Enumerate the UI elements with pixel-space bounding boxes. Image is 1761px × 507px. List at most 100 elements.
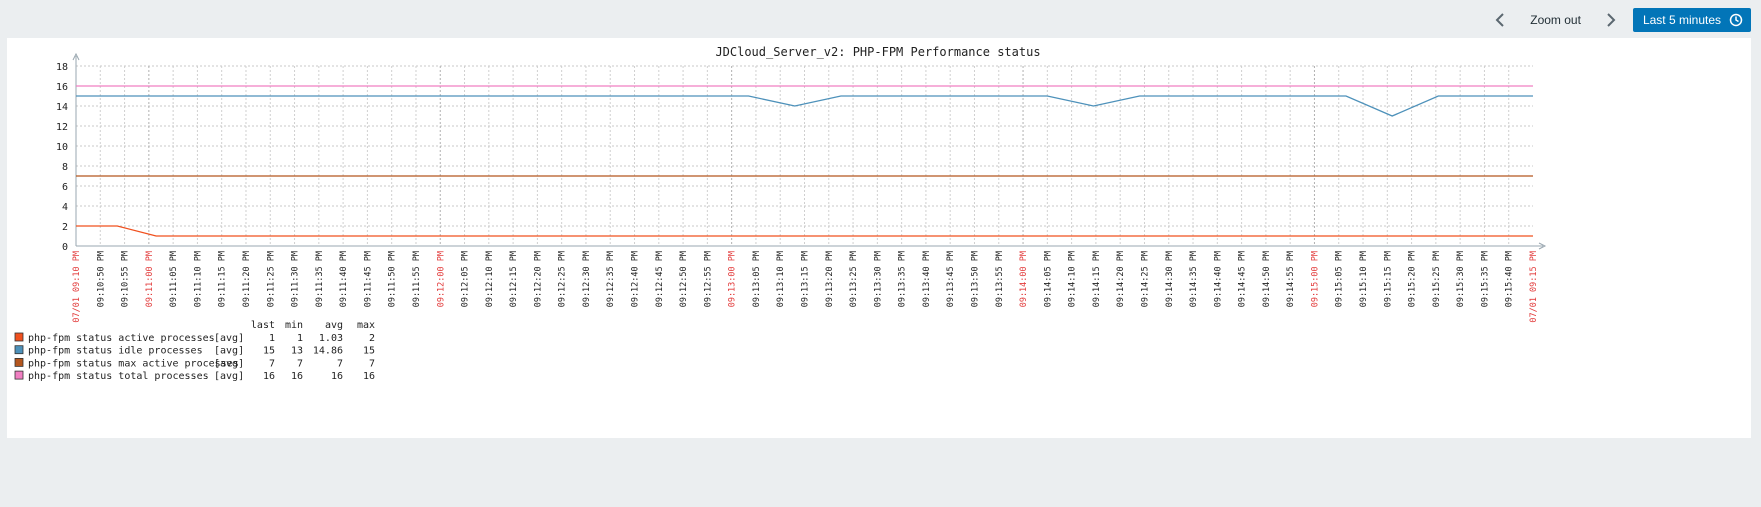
legend-value-last: 7	[269, 358, 275, 369]
zoom-out-button[interactable]: Zoom out	[1530, 13, 1581, 27]
x-tick-label: 09:11:00 PM	[145, 251, 155, 307]
x-tick-label: 09:15:25 PM	[1432, 251, 1442, 307]
y-tick-label: 4	[62, 202, 68, 213]
previous-period-button[interactable]	[1486, 8, 1514, 32]
x-tick-label: 09:11:25 PM	[266, 251, 276, 307]
x-tick-label: 09:11:10 PM	[193, 251, 203, 307]
x-tick-label: 09:13:25 PM	[849, 251, 859, 307]
clock-icon	[1729, 13, 1743, 27]
series-line	[76, 95, 1533, 117]
legend-column-header: last	[251, 320, 275, 331]
legend-series-func: [avg]	[214, 371, 244, 382]
legend-value-min: 16	[291, 371, 303, 382]
y-tick-label: 2	[62, 222, 68, 233]
next-period-button[interactable]	[1597, 8, 1625, 32]
y-tick-label: 8	[62, 162, 68, 173]
x-axis-arrow	[1538, 242, 1547, 250]
x-tick-label: 09:11:15 PM	[218, 251, 228, 307]
x-tick-label: 09:14:05 PM	[1043, 251, 1053, 307]
legend-value-avg: 1.03	[319, 333, 343, 344]
x-tick-label: 09:15:30 PM	[1456, 251, 1466, 307]
x-tick-label: 09:12:25 PM	[558, 251, 568, 307]
chevron-right-icon	[1607, 13, 1616, 27]
legend-swatch	[14, 332, 24, 342]
legend-series-name: php-fpm status active processes	[28, 333, 215, 344]
legend-column-header: max	[357, 320, 375, 331]
x-tick-label: 09:13:30 PM	[873, 251, 883, 307]
y-tick-label: 14	[56, 102, 68, 113]
x-tick-label: 09:12:15 PM	[509, 251, 519, 307]
chevron-left-icon	[1495, 13, 1504, 27]
x-tick-label: 09:13:05 PM	[752, 251, 762, 307]
x-tick-label: 09:13:55 PM	[995, 251, 1005, 307]
x-tick-label: 09:11:55 PM	[412, 251, 422, 307]
legend-value-min: 7	[297, 358, 303, 369]
x-tick-label: 07/01 09:10 PM	[72, 251, 82, 323]
legend-column-header: min	[285, 320, 303, 331]
x-tick-label: 09:14:30 PM	[1165, 251, 1175, 307]
x-tick-label: 09:12:45 PM	[655, 251, 665, 307]
x-tick-label: 09:13:20 PM	[825, 251, 835, 307]
x-tick-label: 09:11:20 PM	[242, 251, 252, 307]
x-tick-label: 09:14:20 PM	[1116, 251, 1126, 307]
y-tick-label: 16	[56, 82, 68, 93]
y-tick-label: 10	[56, 142, 68, 153]
legend-value-max: 16	[363, 371, 375, 382]
x-tick-label: 09:14:00 PM	[1019, 251, 1029, 307]
x-tick-label: 09:13:00 PM	[728, 251, 738, 307]
legend-value-max: 2	[369, 333, 375, 344]
x-tick-label: 09:14:25 PM	[1140, 251, 1150, 307]
legend-value-last: 1	[269, 333, 275, 344]
x-tick-label: 09:13:45 PM	[946, 251, 956, 307]
x-tick-label: 09:15:35 PM	[1480, 251, 1490, 307]
x-tick-label: 09:14:50 PM	[1262, 251, 1272, 307]
graph-panel: JDCloud_Server_v2: PHP-FPM Performance s…	[7, 38, 1751, 438]
y-tick-label: 6	[62, 182, 68, 193]
legend-swatch	[14, 357, 24, 367]
x-tick-label: 09:15:40 PM	[1505, 251, 1515, 307]
x-tick-label: 09:13:50 PM	[970, 251, 980, 307]
x-tick-label: 09:14:40 PM	[1213, 251, 1223, 307]
x-tick-label: 09:12:05 PM	[461, 251, 471, 307]
x-tick-label: 09:13:15 PM	[801, 251, 811, 307]
x-tick-label: 09:11:05 PM	[169, 251, 179, 307]
x-tick-label: 09:15:10 PM	[1359, 251, 1369, 307]
x-tick-label: 09:11:45 PM	[363, 251, 373, 307]
x-tick-label: 09:11:50 PM	[388, 251, 398, 307]
x-tick-label: 09:15:20 PM	[1408, 251, 1418, 307]
x-tick-label: 09:12:30 PM	[582, 251, 592, 307]
x-tick-label: 09:12:00 PM	[436, 251, 446, 307]
graph-toolbar: Zoom out Last 5 minutes	[1486, 8, 1751, 32]
x-tick-label: 09:15:05 PM	[1335, 251, 1345, 307]
legend-series-name: php-fpm status max active processes	[28, 358, 239, 369]
legend-value-last: 16	[263, 371, 275, 382]
time-range-button[interactable]: Last 5 minutes	[1632, 8, 1751, 32]
x-tick-label: 09:10:55 PM	[121, 251, 131, 307]
x-tick-label: 09:11:30 PM	[291, 251, 301, 307]
x-tick-label: 09:10:50 PM	[96, 251, 106, 307]
x-tick-label: 09:14:45 PM	[1238, 251, 1248, 307]
x-tick-label: 09:15:00 PM	[1310, 251, 1320, 307]
legend-value-last: 15	[263, 346, 275, 357]
x-tick-label: 09:14:15 PM	[1092, 251, 1102, 307]
legend-series-func: [avg]	[214, 333, 244, 344]
legend-series-func: [avg]	[214, 346, 244, 357]
x-tick-label: 09:14:10 PM	[1068, 251, 1078, 307]
chart-title: JDCloud_Server_v2: PHP-FPM Performance s…	[715, 45, 1040, 59]
legend-swatch	[14, 370, 24, 380]
legend-value-min: 1	[297, 333, 303, 344]
legend-column-header: avg	[325, 320, 343, 331]
legend-value-min: 13	[291, 346, 303, 357]
x-tick-label: 09:13:40 PM	[922, 251, 932, 307]
legend-value-avg: 14.86	[313, 346, 343, 357]
x-tick-label: 09:14:35 PM	[1189, 251, 1199, 307]
y-tick-label: 0	[62, 242, 68, 253]
legend-value-avg: 7	[337, 358, 343, 369]
x-tick-label: 09:12:50 PM	[679, 251, 689, 307]
x-tick-label: 07/01 09:15 PM	[1529, 251, 1539, 323]
x-tick-label: 09:13:35 PM	[898, 251, 908, 307]
legend-value-avg: 16	[331, 371, 343, 382]
x-tick-label: 09:13:10 PM	[776, 251, 786, 307]
x-tick-label: 09:12:10 PM	[485, 251, 495, 307]
x-tick-label: 09:12:20 PM	[533, 251, 543, 307]
